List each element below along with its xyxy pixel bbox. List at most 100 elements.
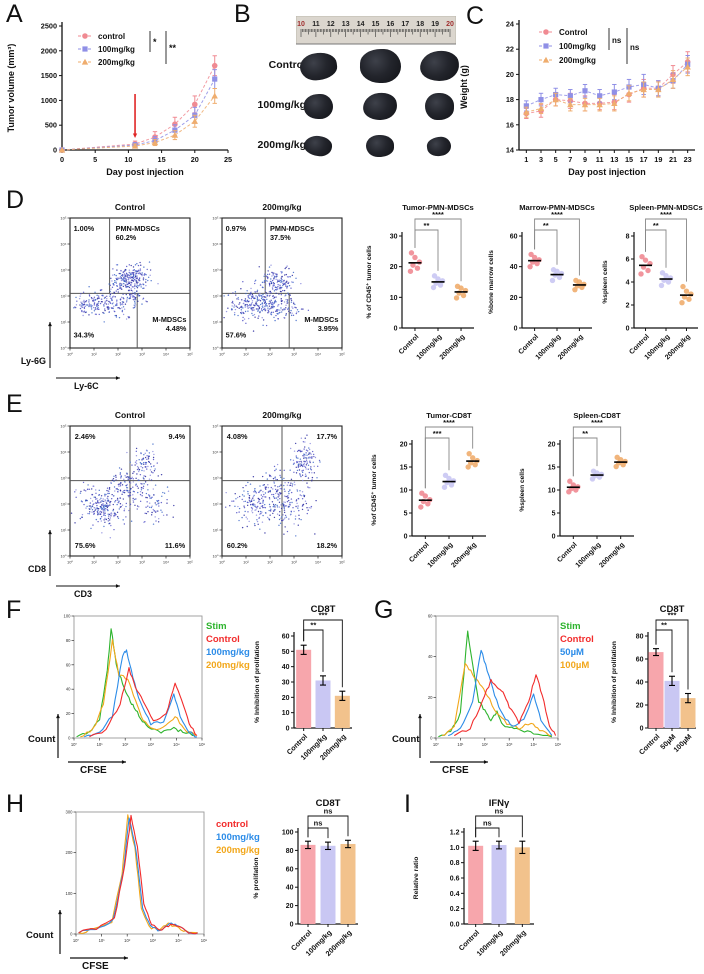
svg-text:15: 15 (158, 155, 166, 164)
svg-text:75.6%: 75.6% (75, 541, 96, 550)
tumor-photo (297, 50, 339, 82)
svg-text:10⁰: 10⁰ (67, 352, 73, 357)
svg-text:1500: 1500 (41, 71, 57, 80)
svg-text:200mg/kg: 200mg/kg (598, 541, 626, 569)
svg-text:****: **** (432, 210, 444, 219)
panel-d-spleen-pmn-mdsc-plot: Spleen-PMN-MDSCs 0 2 4 6 8 %spleen cells Contro… (598, 200, 704, 397)
svg-text:20: 20 (286, 903, 294, 910)
svg-text:1.00%: 1.00% (74, 224, 95, 233)
svg-text:***: *** (668, 611, 677, 620)
legend-item: 100mg/kg (206, 647, 250, 658)
panel-h-cfse-histogram: 0 100 200 300 10⁰ 10¹ 10² 10³ 10⁴ 10⁵ Count CFSE (26, 800, 211, 974)
panel-d-flow-control: Control 10⁰ 10⁰ 10¹ 10¹ 10² 10² 10³ 10³ 10⁴ 10⁴ 10⁵… (2, 196, 200, 397)
tumor-photo (361, 90, 399, 122)
svg-text:PMN-MDSCs: PMN-MDSCs (116, 224, 160, 233)
svg-text:2000: 2000 (41, 46, 57, 55)
svg-text:40: 40 (428, 654, 433, 659)
svg-text:19: 19 (654, 155, 662, 164)
svg-text:ns: ns (324, 807, 333, 816)
legend-item: 100µM (560, 660, 590, 671)
svg-text:40: 40 (636, 680, 644, 687)
svg-text:60: 60 (66, 662, 71, 667)
svg-text:10¹: 10¹ (91, 352, 97, 357)
svg-text:10²: 10² (115, 352, 121, 357)
svg-text:200mg/kg: 200mg/kg (98, 58, 135, 67)
svg-text:6: 6 (626, 257, 630, 264)
tumor-photo (425, 135, 453, 157)
svg-text:Tumor-PMN-MDSCs: Tumor-PMN-MDSCs (402, 203, 474, 212)
svg-text:200mg/kg: 200mg/kg (262, 202, 301, 212)
svg-text:10⁵: 10⁵ (339, 560, 345, 565)
svg-text:500: 500 (45, 121, 57, 130)
svg-text:10²: 10² (213, 294, 219, 299)
svg-text:80: 80 (66, 638, 71, 643)
svg-text:Day post injection: Day post injection (106, 167, 184, 177)
svg-text:10⁴: 10⁴ (173, 742, 180, 747)
panel-label-a: A (6, 0, 23, 28)
svg-text:80: 80 (636, 634, 644, 641)
svg-text:18.2%: 18.2% (316, 541, 337, 550)
svg-text:15: 15 (625, 155, 633, 164)
svg-text:17: 17 (640, 155, 648, 164)
svg-text:16: 16 (506, 120, 514, 129)
tumor-photo (359, 48, 401, 84)
svg-text:***: *** (319, 611, 328, 620)
svg-text:CD8T: CD8T (316, 798, 341, 809)
svg-text:10³: 10³ (291, 352, 297, 357)
legend-item: Control (560, 634, 594, 645)
svg-text:5: 5 (404, 511, 408, 518)
svg-text:10⁴: 10⁴ (60, 450, 66, 455)
svg-text:34.3%: 34.3% (74, 331, 95, 340)
svg-text:0: 0 (430, 736, 433, 741)
svg-text:10¹: 10¹ (91, 560, 97, 565)
svg-text:10⁰: 10⁰ (219, 352, 225, 357)
svg-text:10²: 10² (122, 742, 129, 747)
svg-text:Spleen-PMN-MDSCs: Spleen-PMN-MDSCs (629, 203, 702, 212)
svg-text:100µM: 100µM (671, 732, 693, 754)
svg-text:CD8T: CD8T (311, 604, 336, 615)
svg-text:Ly-6G: Ly-6G (21, 356, 46, 366)
legend-item: Control (206, 634, 240, 645)
svg-text:200mg/kg: 200mg/kg (439, 333, 467, 361)
svg-text:0: 0 (70, 932, 73, 937)
tumor-row-label-100: 100mg/kg (257, 99, 306, 111)
svg-text:10⁴: 10⁴ (315, 560, 321, 565)
svg-text:**: ** (543, 221, 549, 230)
svg-text:10¹: 10¹ (97, 742, 104, 747)
svg-text:20: 20 (191, 155, 199, 164)
svg-text:15: 15 (548, 465, 556, 472)
svg-text:0.6: 0.6 (450, 876, 460, 883)
svg-text:0.4: 0.4 (450, 891, 460, 898)
panel-label-d: D (6, 186, 25, 214)
svg-text:0: 0 (404, 534, 408, 541)
svg-text:10⁵: 10⁵ (212, 424, 218, 429)
tumor-photo-grid (232, 0, 460, 186)
svg-text:10⁴: 10⁴ (315, 352, 321, 357)
panel-g-cfse-histogram: 0 20 40 60 10⁰ 10¹ 10² 10³ 10⁴ 10⁵ Count CFSE (392, 606, 564, 783)
svg-text:57.6%: 57.6% (226, 331, 247, 340)
svg-text:% of CD45⁺ tumor cells: % of CD45⁺ tumor cells (366, 245, 373, 318)
svg-text:3.95%: 3.95% (318, 324, 339, 333)
svg-text:% Inhibition of prolifation: % Inhibition of prolifation (611, 641, 618, 723)
svg-text:200: 200 (66, 850, 74, 855)
panel-e-flow-200mgkg: 200mg/kg 10⁰ 10⁰ 10¹ 10¹ 10² 10² 10³ 10³ 10⁴ 10⁴ 10… (202, 404, 360, 605)
tumor-photo (424, 92, 454, 120)
svg-text:8: 8 (626, 234, 630, 241)
legend-item: 200mg/kg (216, 845, 260, 856)
svg-text:5: 5 (93, 155, 97, 164)
svg-text:**: ** (424, 221, 430, 230)
panel-d-marrow-pmn-mdsc-plot: Marrow-PMN-MDSCs 0 20 40 60 %bone marrow cell… (484, 200, 596, 397)
svg-text:20: 20 (506, 70, 514, 79)
svg-text:24: 24 (506, 20, 515, 29)
svg-text:0: 0 (394, 326, 398, 333)
svg-text:CFSE: CFSE (82, 961, 109, 972)
svg-text:10²: 10² (115, 560, 121, 565)
panel-label-f: F (6, 596, 22, 624)
svg-text:Ly-6C: Ly-6C (74, 381, 99, 391)
svg-text:30: 30 (390, 234, 398, 241)
svg-text:10⁰: 10⁰ (67, 560, 73, 565)
svg-text:ns: ns (612, 36, 622, 45)
svg-text:****: **** (660, 210, 672, 219)
svg-text:10⁵: 10⁵ (199, 742, 206, 747)
